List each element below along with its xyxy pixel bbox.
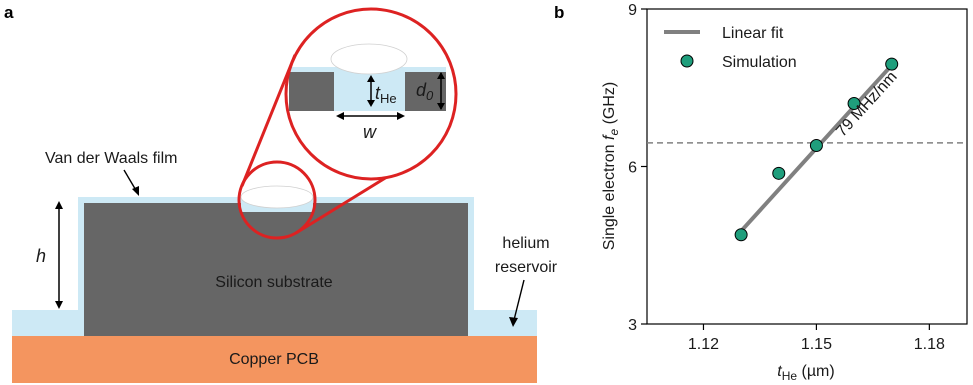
helium-pool-left bbox=[12, 310, 84, 336]
slope-annotation: 79 MHz/nm bbox=[833, 68, 901, 140]
zoom-inset: tHe d0 w bbox=[284, 7, 458, 181]
panel-b-letter: b bbox=[554, 3, 564, 22]
helium-arrowhead bbox=[509, 317, 518, 327]
silicon-label: Silicon substrate bbox=[215, 274, 332, 291]
zoom-inset-circle bbox=[284, 7, 458, 181]
t-he-label: tHe bbox=[375, 83, 397, 106]
inset-wall-left bbox=[289, 72, 334, 111]
zoom-line-left bbox=[240, 54, 297, 187]
x-tick-label: 1.15 bbox=[801, 336, 832, 353]
silicon-substrate bbox=[84, 203, 468, 336]
legend-fit-label: Linear fit bbox=[722, 25, 784, 42]
t-he-arrowheads bbox=[367, 75, 375, 107]
legend: Linear fit Simulation bbox=[664, 25, 797, 71]
helium-label-line2: reservoir bbox=[495, 259, 558, 276]
zoom-source-circle bbox=[237, 160, 317, 240]
h-label: h bbox=[36, 246, 46, 266]
panel-a: a tHe d0 bbox=[4, 3, 558, 383]
simulation-point bbox=[772, 166, 786, 180]
panel-a-letter: a bbox=[4, 3, 14, 22]
simulation-point bbox=[847, 97, 861, 110]
x-axis-label: tHe (µm) bbox=[777, 363, 834, 383]
legend-sim-label: Simulation bbox=[722, 54, 797, 71]
plot-frame bbox=[646, 8, 968, 325]
inset-bubble bbox=[330, 43, 408, 75]
axes: 1.12 1.15 1.18 3 6 9 bbox=[628, 2, 945, 353]
w-label: w bbox=[363, 122, 377, 142]
copper-pcb bbox=[12, 336, 537, 383]
zoom-line-right bbox=[295, 170, 396, 235]
y-tick-label: 6 bbox=[628, 160, 637, 177]
y-tick-label: 3 bbox=[628, 317, 637, 334]
electron-bubble bbox=[240, 185, 314, 209]
plot-area bbox=[647, 57, 967, 242]
vdw-label: Van der Waals film bbox=[45, 150, 177, 167]
x-tick-label: 1.12 bbox=[688, 336, 719, 353]
copper-label: Copper PCB bbox=[229, 351, 319, 368]
x-tick-label: 1.18 bbox=[914, 336, 945, 353]
d0-label: d0 bbox=[416, 80, 434, 103]
simulation-point bbox=[809, 139, 823, 152]
w-arrowheads bbox=[336, 112, 405, 120]
helium-pool-right bbox=[467, 310, 537, 336]
simulation-point bbox=[885, 57, 899, 71]
y-tick-label: 9 bbox=[628, 2, 637, 19]
legend-sim-swatch bbox=[680, 54, 694, 68]
vdw-arrowhead bbox=[132, 186, 139, 196]
simulation-point bbox=[734, 228, 748, 242]
y-axis-label: Single electron fe (GHz) bbox=[601, 82, 621, 251]
helium-label-line1: helium bbox=[502, 235, 549, 252]
helium-arrow bbox=[513, 279, 525, 321]
